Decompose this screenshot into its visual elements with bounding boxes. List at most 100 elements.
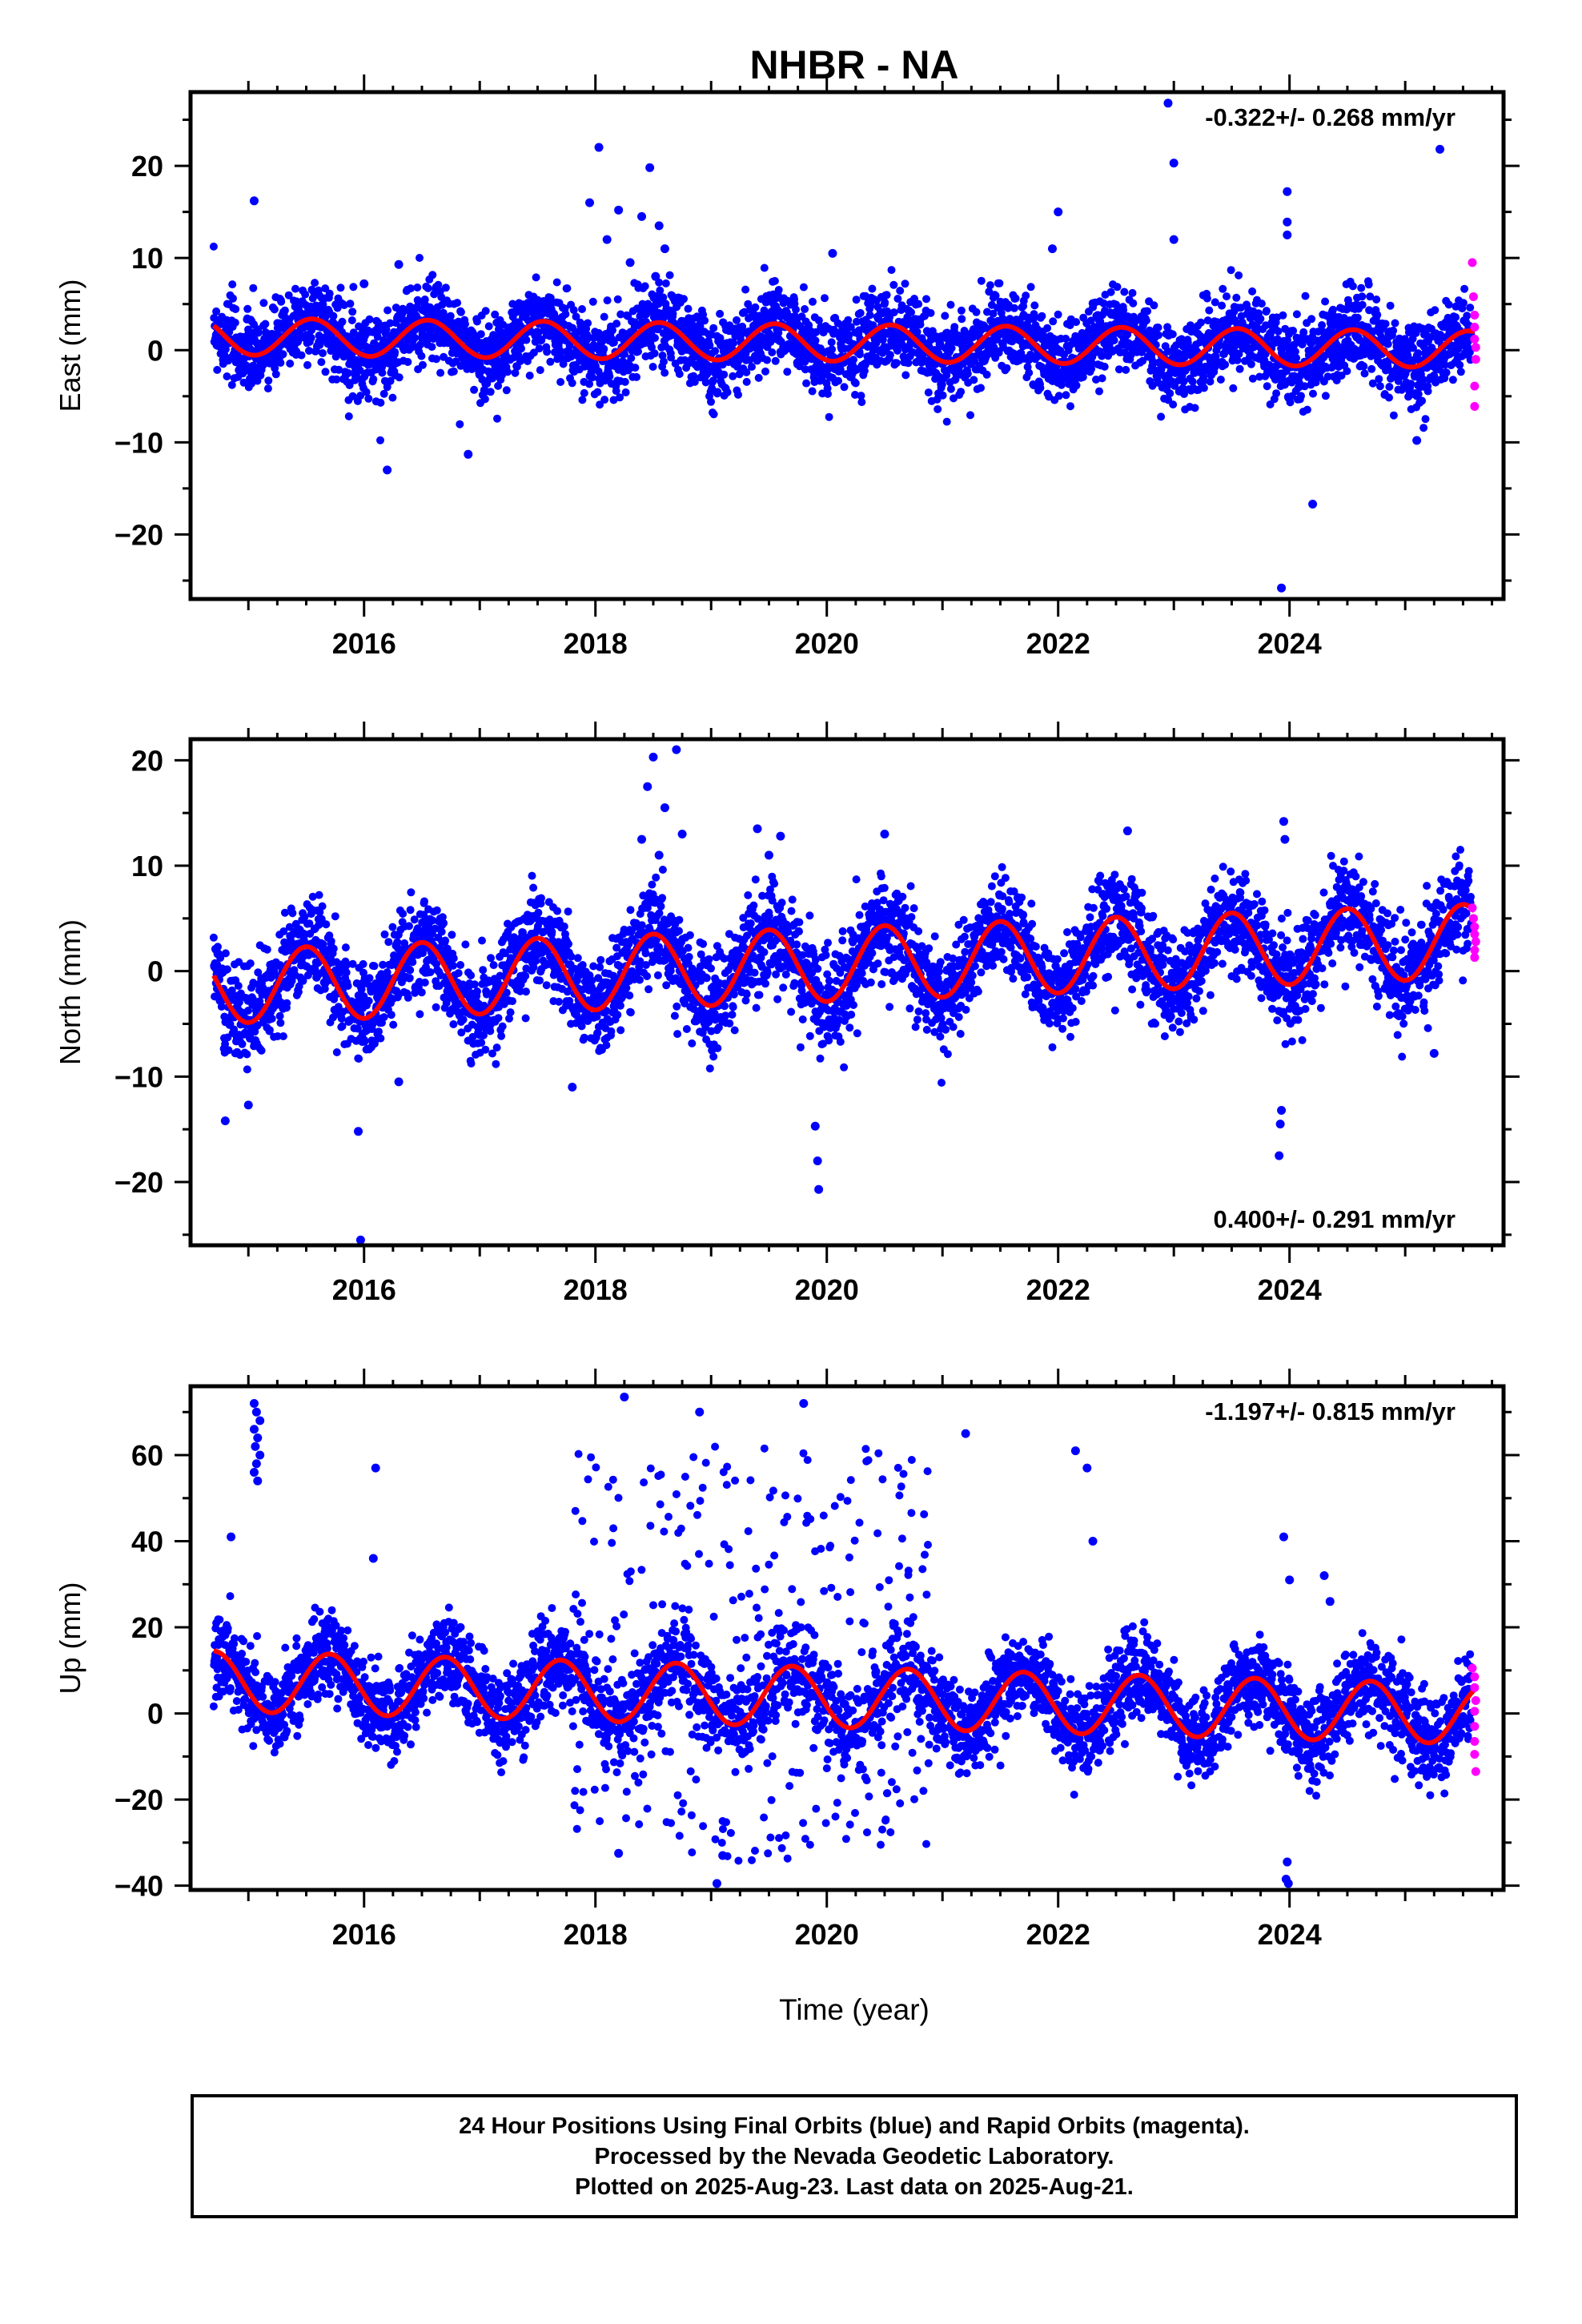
y-tick-label: 20 bbox=[131, 150, 163, 183]
final-orbit-point bbox=[914, 300, 923, 308]
final-orbit-point bbox=[1381, 320, 1390, 328]
final-orbit-point bbox=[454, 969, 463, 978]
final-orbit-point bbox=[568, 379, 576, 388]
final-orbit-point bbox=[227, 380, 236, 389]
final-orbit-point bbox=[783, 368, 792, 376]
final-orbit-point bbox=[1385, 393, 1393, 402]
final-orbit-point bbox=[824, 389, 832, 398]
final-orbit-point bbox=[311, 279, 319, 287]
final-orbit-point bbox=[1367, 364, 1376, 373]
final-orbit-point bbox=[865, 311, 874, 320]
rapid-orbit-point bbox=[1470, 311, 1480, 320]
final-orbit-point bbox=[321, 368, 330, 376]
final-orbit-point bbox=[536, 366, 544, 375]
final-orbit-point bbox=[723, 388, 732, 396]
final-orbit-point bbox=[957, 388, 966, 396]
final-orbit-point bbox=[751, 303, 760, 312]
final-orbit-point bbox=[461, 940, 470, 949]
final-orbit-point bbox=[1389, 411, 1398, 420]
plot-area-east bbox=[209, 99, 1480, 593]
final-orbit-point bbox=[254, 328, 263, 337]
final-orbit-point bbox=[578, 396, 587, 404]
final-orbit-point bbox=[486, 388, 495, 396]
final-orbit-point bbox=[660, 357, 668, 366]
outlier-point bbox=[394, 259, 404, 269]
outlier-point bbox=[249, 196, 259, 206]
final-orbit-point bbox=[852, 296, 861, 304]
final-orbit-point bbox=[229, 294, 237, 303]
final-orbit-point bbox=[454, 317, 463, 326]
final-orbit-point bbox=[1247, 360, 1255, 368]
final-orbit-point bbox=[1358, 300, 1367, 309]
final-orbit-point bbox=[476, 330, 485, 339]
outlier-point bbox=[359, 279, 369, 288]
final-orbit-point bbox=[449, 954, 458, 963]
final-orbit-point bbox=[303, 360, 311, 369]
final-orbit-point bbox=[1357, 283, 1366, 292]
final-orbit-point bbox=[1343, 367, 1351, 376]
final-orbit-point bbox=[613, 295, 622, 304]
final-orbit-point bbox=[436, 368, 445, 377]
outlier-point bbox=[1163, 99, 1173, 108]
final-orbit-point bbox=[656, 286, 665, 295]
final-orbit-point bbox=[511, 368, 520, 377]
outlier-point bbox=[645, 163, 655, 172]
final-orbit-point bbox=[1391, 319, 1399, 328]
final-orbit-point bbox=[1235, 364, 1244, 373]
final-orbit-point bbox=[1297, 392, 1305, 400]
final-orbit-point bbox=[209, 242, 218, 251]
final-orbit-point bbox=[243, 1065, 251, 1074]
final-orbit-point bbox=[851, 379, 860, 388]
final-orbit-point bbox=[1110, 336, 1118, 344]
final-orbit-point bbox=[768, 348, 777, 356]
final-orbit-point bbox=[243, 304, 252, 313]
final-orbit-point bbox=[395, 373, 404, 382]
final-orbit-point bbox=[420, 296, 429, 304]
final-orbit-point bbox=[405, 974, 414, 983]
final-orbit-point bbox=[456, 961, 465, 969]
final-orbit-point bbox=[809, 297, 817, 306]
final-orbit-point bbox=[1142, 316, 1150, 325]
final-orbit-point bbox=[470, 980, 479, 989]
final-orbit-point bbox=[556, 378, 565, 386]
final-orbit-point bbox=[901, 279, 909, 288]
final-orbit-point bbox=[257, 1046, 266, 1055]
final-orbit-point bbox=[1303, 405, 1311, 414]
final-orbit-point bbox=[419, 360, 427, 369]
final-orbit-point bbox=[970, 376, 978, 384]
final-orbit-point bbox=[588, 297, 597, 306]
final-orbit-point bbox=[588, 373, 596, 382]
x-tick-label: 2016 bbox=[332, 627, 396, 660]
final-orbit-point bbox=[404, 993, 412, 1002]
final-orbit-point bbox=[1022, 292, 1030, 300]
final-orbit-point bbox=[741, 285, 750, 294]
final-orbit-point bbox=[467, 971, 476, 979]
outlier-point bbox=[1054, 207, 1063, 217]
final-orbit-point bbox=[1072, 381, 1081, 390]
final-orbit-point bbox=[440, 919, 448, 927]
final-orbit-point bbox=[857, 398, 866, 407]
x-tick-label: 2018 bbox=[564, 627, 628, 660]
final-orbit-point bbox=[600, 344, 608, 353]
final-orbit-point bbox=[1385, 383, 1394, 391]
final-orbit-point bbox=[881, 298, 889, 307]
outlier-point bbox=[625, 258, 635, 267]
outlier-point bbox=[1283, 187, 1292, 196]
final-orbit-point bbox=[828, 345, 837, 354]
final-orbit-point bbox=[453, 299, 462, 308]
y-tick-label: 10 bbox=[131, 242, 163, 275]
final-orbit-point bbox=[957, 306, 966, 315]
final-orbit-point bbox=[1030, 301, 1039, 310]
final-orbit-point bbox=[648, 363, 657, 371]
final-orbit-point bbox=[212, 307, 221, 316]
final-orbit-point bbox=[922, 295, 930, 304]
final-orbit-point bbox=[376, 436, 384, 444]
final-orbit-point bbox=[603, 296, 612, 305]
final-orbit-point bbox=[904, 359, 913, 368]
final-orbit-point bbox=[307, 333, 315, 342]
final-orbit-point bbox=[291, 284, 299, 293]
final-orbit-point bbox=[335, 365, 343, 374]
final-orbit-point bbox=[1169, 400, 1178, 409]
